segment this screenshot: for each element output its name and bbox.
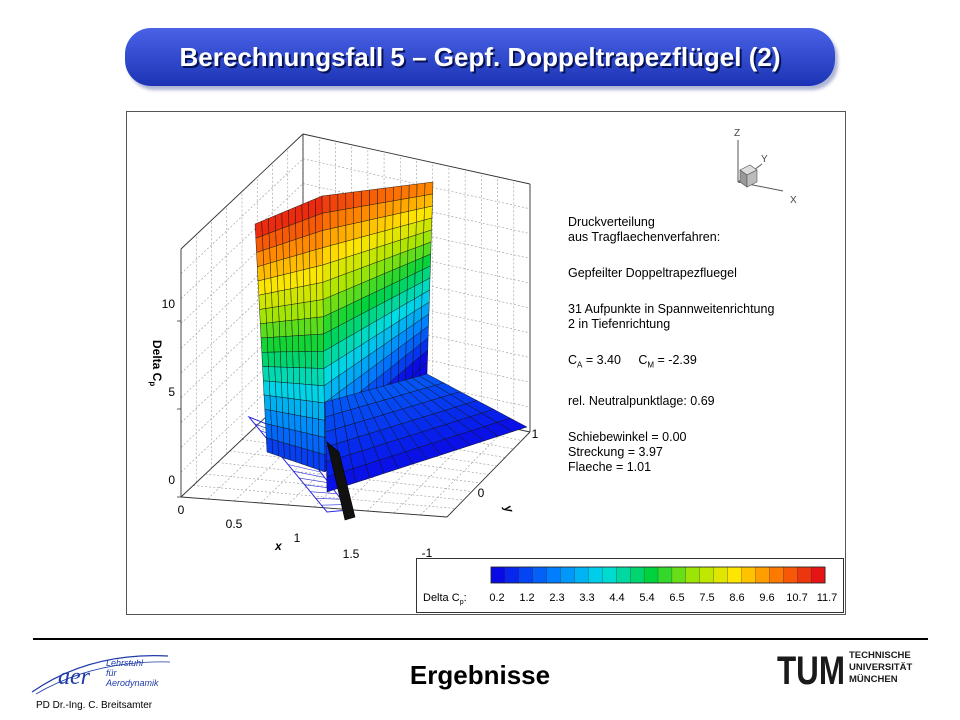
cm-label: C <box>638 353 648 367</box>
legend-swatch <box>504 566 520 584</box>
info-sideslip: Schiebewinkel = 0.00 <box>568 429 687 444</box>
legend-swatch <box>616 566 631 584</box>
triad-x-label: X <box>790 195 797 206</box>
aer-line-1: Lehrstuhl <box>106 658 144 668</box>
legend-swatch <box>755 566 770 584</box>
info-line-2: aus Tragflaechenverfahren: <box>568 230 721 244</box>
cm-value: = -2.39 <box>657 353 697 367</box>
z-tick-label: 10 <box>162 297 176 311</box>
triad-z-label: Z <box>734 128 740 139</box>
triad-y-label: Y <box>761 154 768 165</box>
legend-color-bar <box>490 566 826 584</box>
x-tick-label: 0.5 <box>226 517 243 531</box>
surface-mesh <box>247 181 528 521</box>
legend-tick-label: 3.3 <box>579 592 594 604</box>
color-legend: Delta Cp: 0.2 1.2 2.3 3.3 4.4 5.4 6.5 7.5 8.6 9.6… <box>416 558 844 613</box>
tum-line-2: UNIVERSITÄT <box>849 662 913 673</box>
section-title: Ergebnisse <box>409 660 551 690</box>
tum-line-1: TECHNISCHE <box>849 650 911 661</box>
legend-tick-label: 4.4 <box>609 592 624 604</box>
legend-tick-label: 9.6 <box>759 592 774 604</box>
legend-tick-label: 8.6 <box>729 592 744 604</box>
legend-swatch <box>713 566 729 584</box>
tum-mark: TUM <box>777 649 845 690</box>
y-tick-label: -1 <box>422 546 433 560</box>
legend-swatch <box>769 566 784 584</box>
footer-divider <box>33 638 928 640</box>
info-area: Flaeche = 1.01 <box>568 459 652 474</box>
legend-swatch <box>699 566 715 584</box>
legend-swatch <box>671 566 687 584</box>
legend-tick-labels: 0.2 1.2 2.3 3.3 4.4 5.4 6.5 7.5 8.6 9.6 10.7 11.7 <box>489 592 837 604</box>
info-text-block: Druckverteilung aus Tragflaechenverfahre… <box>568 215 774 475</box>
legend-swatch <box>643 566 659 584</box>
x-axis-label: x <box>274 539 283 553</box>
legend-swatch <box>518 566 534 584</box>
legend-tick-label: 2.3 <box>549 592 564 604</box>
triad-cube-right <box>746 169 758 188</box>
plot-frame: 0 5 10 0 0.5 1 1.5 -1 0 1 Delta Cp x y Z Y X <box>126 111 846 615</box>
legend-tick-label: 10.7 <box>786 592 807 604</box>
slide-title: Berechnungsfall 5 – Gepf. Doppeltrapezfl… <box>179 42 781 72</box>
aer-mark: aer <box>58 664 91 690</box>
cm-sub: M <box>647 360 655 370</box>
legend-tick-label: 0.2 <box>489 592 504 604</box>
legend-swatch <box>588 566 603 584</box>
legend-tick-label: 6.5 <box>669 592 684 604</box>
x-tick-label: 1 <box>294 531 301 545</box>
info-points-chord: 2 in Tiefenrichtung <box>568 317 671 331</box>
legend-swatch <box>630 566 645 584</box>
z-axis-label: Delta Cp <box>148 340 164 386</box>
legend-tick-label: 7.5 <box>699 592 714 604</box>
ca-label: C <box>568 353 578 367</box>
legend-swatch <box>532 566 548 584</box>
z-tick-label: 5 <box>168 385 175 399</box>
legend-swatch <box>574 566 589 584</box>
legend-tick-label: 5.4 <box>639 592 654 604</box>
y-tick-label: 1 <box>532 427 539 441</box>
legend-tick-label: 1.2 <box>519 592 534 604</box>
info-coefficients: CA = 3.40 CM = -2.39 <box>568 353 774 373</box>
info-config: Gepfeilter Doppeltrapezfluegel <box>568 266 737 280</box>
x-tick-label: 1.5 <box>343 547 360 561</box>
title-banner: Berechnungsfall 5 – Gepf. Doppeltrapezfl… <box>125 28 835 86</box>
legend-swatch <box>797 566 812 584</box>
legend-swatch <box>741 566 756 584</box>
tum-logo: TUM TECHNISCHE UNIVERSITÄT MÜNCHEN <box>775 646 925 693</box>
legend-label: Delta Cp: <box>423 592 467 606</box>
y-axis-label: y <box>501 502 517 515</box>
legend-swatch <box>810 566 826 584</box>
legend-swatch <box>546 566 562 584</box>
z-tick-label: 0 <box>168 473 175 487</box>
y-tick-label: 0 <box>478 486 485 500</box>
x-tick-label: 0 <box>178 503 185 517</box>
legend-swatch <box>602 566 617 584</box>
ca-value: = 3.40 <box>585 353 621 367</box>
info-aspect: Streckung = 3.97 <box>568 444 663 459</box>
axis-triad: Z Y X <box>734 128 797 206</box>
leading-edge-spike <box>326 441 356 521</box>
aer-logo: aer Lehrstuhl für Aerodynamik <box>30 648 180 698</box>
legend-swatch <box>685 566 701 584</box>
info-neutral-point: rel. Neutralpunktlage: 0.69 <box>568 393 715 408</box>
author-credit: PD Dr.-Ing. C. Breitsamter <box>36 700 153 711</box>
legend-swatch <box>490 566 506 584</box>
tum-line-3: MÜNCHEN <box>849 674 898 685</box>
legend-swatch <box>727 566 742 584</box>
legend-swatch <box>657 566 673 584</box>
surface-plot: 0 5 10 0 0.5 1 1.5 -1 0 1 Delta Cp x y Z Y X <box>148 128 797 561</box>
info-points-span: 31 Aufpunkte in Spannweitenrichtung <box>568 302 775 316</box>
ca-sub: A <box>577 360 583 370</box>
info-line-1: Druckverteilung <box>568 215 655 229</box>
legend-swatch <box>560 566 575 584</box>
legend-swatch <box>783 566 798 584</box>
legend-tick-label: 11.7 <box>817 592 838 604</box>
aer-line-3: Aerodynamik <box>105 678 159 688</box>
aer-line-2: für <box>106 668 118 678</box>
